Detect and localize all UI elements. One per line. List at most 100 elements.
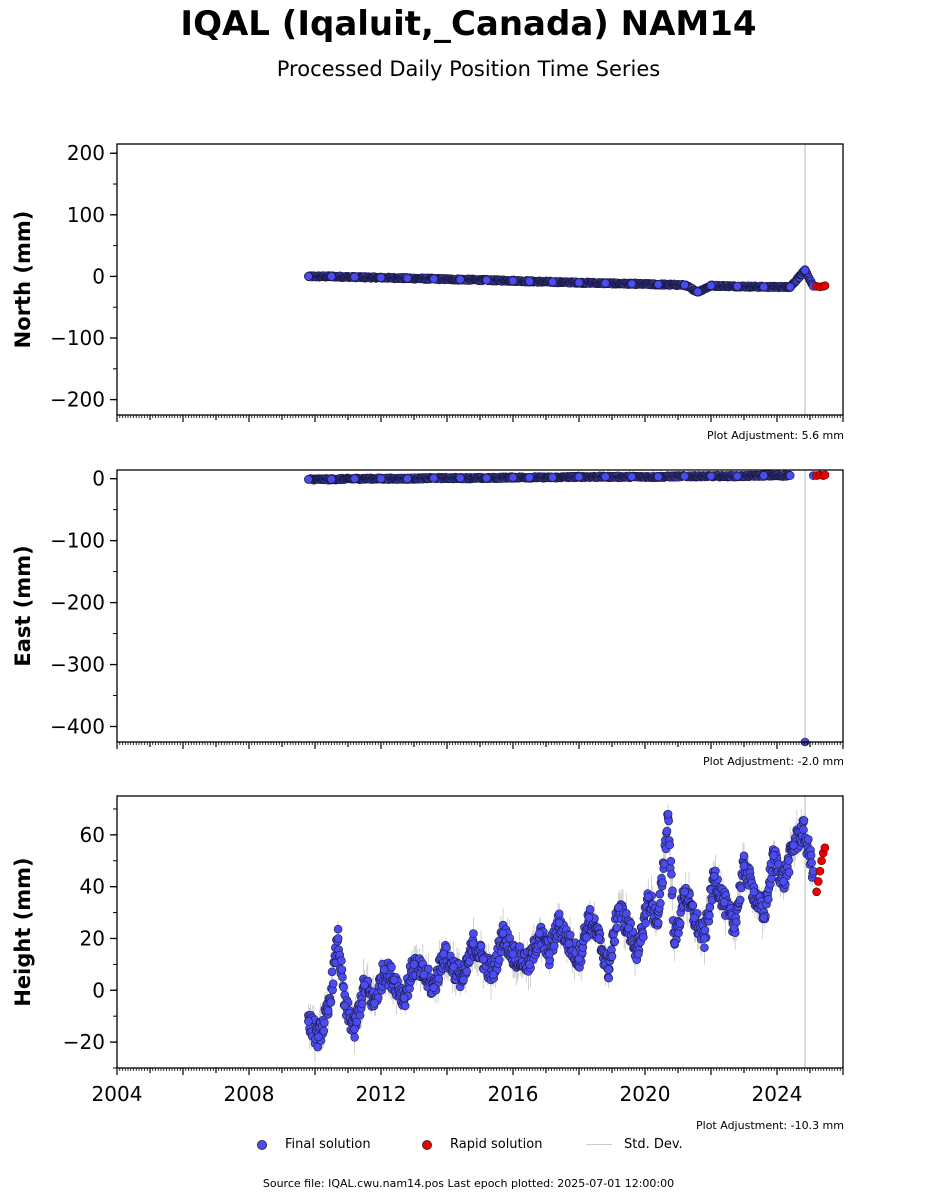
final-point — [621, 909, 631, 918]
final-point — [350, 1033, 359, 1042]
final-point — [601, 278, 610, 288]
final-point — [763, 894, 773, 904]
final-point — [601, 472, 610, 482]
final-point — [769, 851, 779, 860]
east-frame — [116, 469, 844, 743]
final-point — [462, 967, 472, 976]
final-point — [759, 913, 769, 923]
final-point — [680, 280, 689, 290]
final-point — [482, 275, 491, 285]
final-point — [759, 471, 769, 480]
final-point — [554, 918, 564, 928]
final-point — [693, 287, 703, 297]
final-point — [670, 939, 680, 948]
final-point — [639, 932, 648, 942]
final-point — [806, 850, 816, 860]
north-ylabel: North (mm) — [11, 211, 35, 349]
final-point — [688, 901, 698, 910]
final-point — [804, 834, 813, 844]
final-point — [429, 983, 439, 992]
final-point — [544, 949, 554, 959]
final-point — [459, 975, 468, 985]
final-point — [610, 937, 620, 946]
final-point — [705, 911, 714, 920]
y-tick-label: −300 — [50, 653, 105, 677]
final-point — [706, 471, 716, 481]
final-point — [668, 886, 677, 896]
final-point — [508, 276, 518, 286]
final-point — [337, 956, 346, 966]
final-point — [327, 967, 337, 977]
final-point — [434, 974, 444, 984]
final-point — [525, 277, 534, 286]
final-point — [700, 934, 709, 943]
final-point — [525, 960, 534, 969]
final-point — [403, 474, 412, 483]
final-point — [641, 918, 650, 928]
final-point — [666, 856, 676, 866]
final-point — [634, 949, 643, 959]
y-tick-label: 40 — [80, 875, 105, 899]
final-point — [719, 897, 729, 907]
final-point — [333, 934, 343, 943]
final-point — [403, 273, 412, 283]
final-point — [399, 993, 409, 1003]
final-point — [700, 926, 710, 935]
y-tick-label: 60 — [80, 823, 105, 847]
final-point — [612, 923, 622, 933]
y-tick-label: −200 — [50, 388, 105, 412]
rapid-point — [812, 887, 821, 897]
final-point — [665, 840, 675, 850]
final-point — [525, 473, 534, 482]
y-tick-label: 0 — [92, 264, 105, 288]
final-point — [653, 280, 663, 289]
final-point — [338, 972, 347, 982]
final-point — [607, 952, 617, 961]
final-point — [667, 869, 676, 879]
final-point — [505, 933, 515, 943]
final-point — [327, 474, 336, 484]
final-point — [326, 998, 336, 1007]
final-point — [469, 929, 478, 938]
y-tick-label: 200 — [67, 141, 105, 165]
final-point — [320, 1018, 329, 1028]
y-tick-label: −20 — [63, 1030, 105, 1054]
final-point — [584, 913, 594, 923]
y-tick-label: −400 — [50, 715, 105, 739]
final-point — [350, 1024, 359, 1034]
rapid-point — [820, 470, 830, 480]
final-point — [643, 892, 653, 902]
final-point — [624, 923, 633, 933]
final-point — [350, 272, 359, 282]
final-point — [627, 279, 637, 289]
final-point — [733, 281, 742, 291]
final-point — [658, 878, 667, 888]
final-point — [807, 858, 816, 868]
final-point — [313, 1032, 323, 1042]
final-point — [574, 954, 584, 964]
final-point — [739, 861, 749, 871]
final-point — [323, 1006, 333, 1016]
final-point — [784, 868, 794, 877]
final-point — [376, 474, 386, 483]
final-point — [508, 473, 518, 482]
east-rapid-points — [812, 470, 830, 480]
final-point — [360, 980, 369, 990]
final-point — [419, 970, 429, 980]
final-point — [409, 960, 419, 969]
final-point — [370, 998, 379, 1008]
y-tick-label: −100 — [50, 529, 105, 553]
final-point — [350, 474, 359, 483]
final-point — [400, 1001, 410, 1011]
final-point — [429, 274, 439, 284]
final-point — [680, 887, 689, 897]
final-point — [494, 955, 504, 965]
east-panel: 0 −100 −200 −300 −400 East (mm) — [11, 467, 844, 749]
final-point — [387, 962, 396, 972]
final-point — [564, 939, 574, 948]
final-point — [488, 970, 498, 980]
north-final-points — [304, 265, 818, 297]
final-point — [653, 472, 663, 482]
final-point — [799, 825, 808, 834]
